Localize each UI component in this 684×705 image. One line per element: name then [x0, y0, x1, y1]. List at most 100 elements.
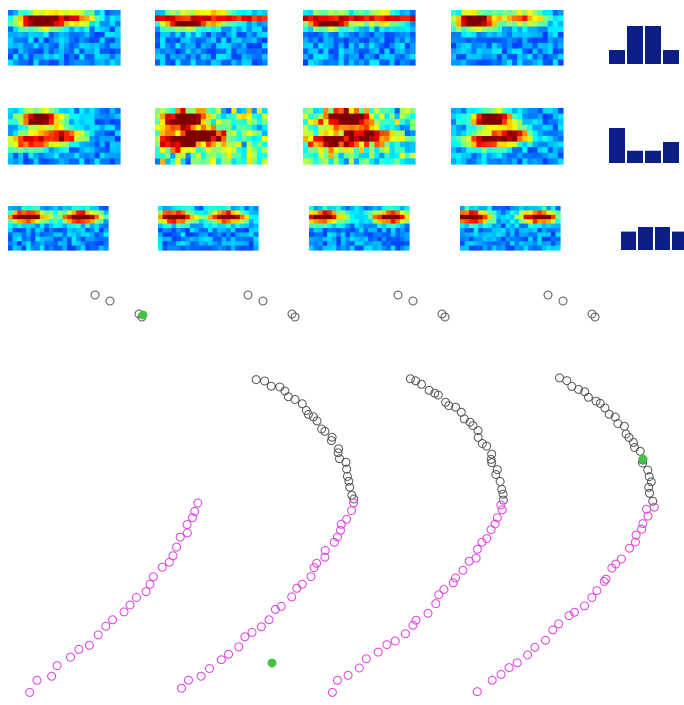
heatmap-cell — [451, 15, 457, 22]
heatmap-cell — [537, 223, 543, 229]
heatmap-cell — [38, 108, 45, 115]
heatmap-cell — [517, 136, 523, 143]
heatmap-cell — [226, 113, 232, 120]
heatmap-cell — [374, 54, 380, 61]
heatmap-cell — [384, 26, 391, 33]
heatmap-cell — [541, 223, 547, 229]
heatmap-cell — [216, 48, 222, 55]
heatmap-cell — [226, 141, 232, 148]
heatmap-cell — [343, 108, 350, 115]
heatmap-cell — [537, 206, 543, 211]
heatmap-cell — [384, 10, 391, 17]
heatmap-cell — [322, 214, 328, 220]
heatmap-cell — [501, 48, 508, 55]
heatmap-cell — [340, 241, 346, 247]
heatmap-cell — [514, 232, 520, 238]
heatmap-cell — [323, 152, 330, 159]
heatmap-cell — [514, 219, 520, 225]
heatmap-cell — [76, 241, 82, 247]
heatmap-cell — [104, 54, 111, 61]
heatmap-cell — [491, 21, 498, 28]
heatmap-cell — [532, 206, 538, 211]
heatmap-cell — [28, 124, 35, 131]
heatmap-cell — [522, 130, 528, 137]
heatmap-cell — [221, 48, 227, 55]
heatmap-cell — [507, 54, 513, 61]
heatmap-cell — [23, 43, 29, 50]
heatmap-cell — [203, 241, 209, 247]
heatmap-cell — [496, 54, 503, 61]
heatmap-cell — [318, 43, 324, 50]
heatmap-cell — [205, 152, 212, 159]
heatmap-cell — [514, 214, 520, 220]
heatmap-cell — [239, 214, 245, 220]
heatmap-cell — [211, 113, 217, 120]
heatmap-cell — [244, 236, 250, 242]
heatmap-cell — [74, 10, 80, 17]
heatmap-cell — [104, 141, 111, 148]
heatmap-cell — [340, 236, 346, 242]
heatmap-cell — [377, 228, 383, 233]
heatmap-cell — [28, 136, 35, 143]
heatmap-cell — [251, 48, 258, 55]
heatmap-cell — [323, 113, 330, 120]
heatmap-cell — [200, 15, 207, 22]
heatmap-cell — [33, 21, 40, 28]
heatmap-cell — [58, 147, 65, 154]
heatmap-cell — [328, 147, 335, 154]
heatmap-cell — [261, 141, 268, 148]
heatmap-cell — [349, 214, 356, 220]
heatmap-cell — [74, 108, 80, 115]
lower-trajectory-point — [570, 607, 579, 617]
heatmap-cell — [74, 26, 80, 33]
heatmap-cell — [528, 236, 534, 242]
heatmap-cell — [104, 48, 111, 55]
heatmap-cell — [476, 147, 483, 154]
heatmap-cell — [348, 37, 355, 44]
heatmap-cell — [203, 206, 209, 211]
heatmap-cell — [512, 136, 518, 143]
heatmap-cell — [212, 206, 218, 211]
heatmap-cell — [322, 245, 328, 251]
heatmap-cell — [165, 130, 171, 137]
upper-trajectory-point — [473, 426, 483, 436]
heatmap-cell — [180, 152, 187, 159]
heatmap-cell — [547, 43, 554, 50]
heatmap-cell — [328, 15, 335, 22]
heatmap-cell — [244, 210, 250, 216]
heatmap-cell — [482, 241, 488, 247]
heatmap-cell — [481, 21, 488, 28]
heatmap-cell — [241, 32, 248, 39]
lower-trajectory-point — [52, 661, 62, 671]
heatmap-cell — [244, 245, 250, 251]
heatmap-cell — [557, 54, 564, 61]
heatmap-cell — [235, 214, 241, 220]
heatmap-cell — [79, 124, 85, 131]
heatmap-cell — [185, 130, 192, 137]
heatmap-cell — [99, 147, 106, 154]
heatmap-cell — [469, 206, 475, 211]
heatmap-cell — [542, 113, 549, 120]
heatmap-cell — [190, 10, 197, 17]
heatmap-cell — [389, 130, 396, 137]
heatmap-cell — [104, 21, 111, 28]
heatmap-cell — [374, 113, 380, 120]
heatmap-cell — [261, 124, 268, 131]
heatmap-cell — [354, 206, 360, 211]
heatmap-cell — [205, 130, 212, 137]
heatmap-cell — [476, 43, 483, 50]
heatmap-cell — [481, 15, 488, 22]
heatmap-cell — [348, 130, 355, 137]
heatmap-cell — [327, 245, 333, 251]
heatmap-cell — [226, 15, 232, 22]
heatmap-cell — [404, 119, 411, 126]
heatmap-cell — [481, 108, 488, 115]
heatmap-cell — [230, 232, 236, 238]
heatmap-cell — [308, 54, 314, 61]
heatmap-cell — [48, 236, 55, 242]
heatmap-cell — [84, 32, 91, 39]
heatmap-cell — [318, 32, 324, 39]
heatmap-cell — [221, 236, 227, 242]
heatmap-cell — [226, 119, 232, 126]
heatmap-cell — [487, 206, 493, 211]
